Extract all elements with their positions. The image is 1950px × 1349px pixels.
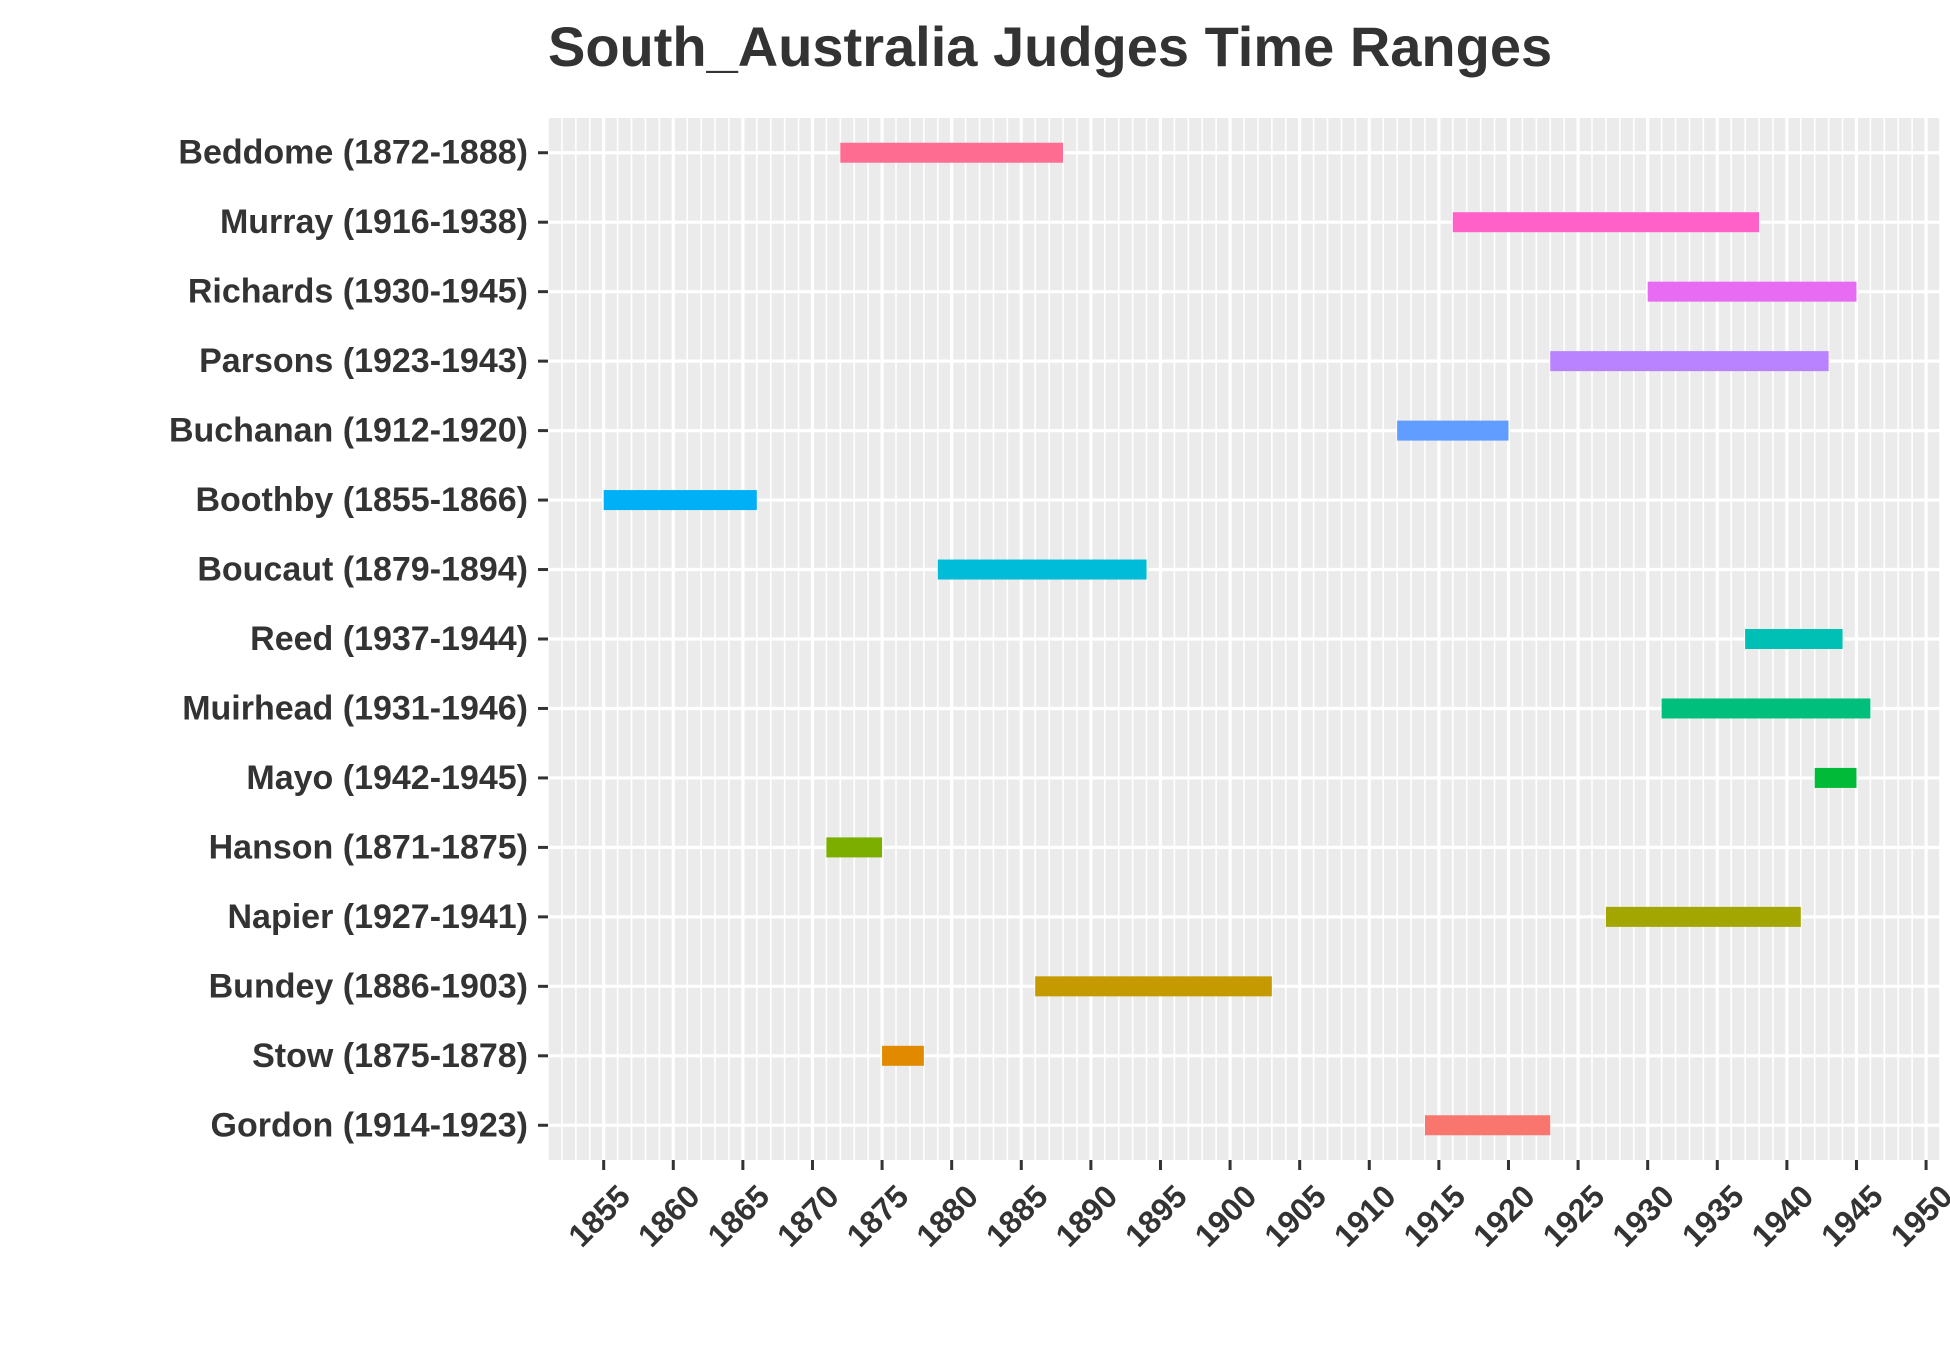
bar-beddome xyxy=(840,142,1064,163)
x-tick-label: 1910 xyxy=(1327,1178,1403,1254)
y-tick-label: Muirhead (1931-1946) xyxy=(182,689,528,727)
bar-bundey xyxy=(1035,976,1272,997)
y-tick-label: Napier (1927-1941) xyxy=(227,898,528,936)
bar-richards xyxy=(1647,281,1857,302)
x-tick-label: 1925 xyxy=(1536,1178,1612,1254)
bar-hanson xyxy=(826,837,883,858)
y-tick-label: Murray (1916-1938) xyxy=(220,203,528,241)
x-tick-label: 1945 xyxy=(1814,1178,1890,1254)
bar-stow xyxy=(882,1045,924,1066)
x-axis: 1855186018651870187518801885189018951900… xyxy=(561,1160,1950,1254)
bar-gordon xyxy=(1424,1115,1551,1136)
x-tick-label: 1915 xyxy=(1396,1178,1472,1254)
y-tick-label: Bundey (1886-1903) xyxy=(209,967,528,1005)
x-tick-label: 1935 xyxy=(1675,1178,1751,1254)
x-tick-label: 1860 xyxy=(631,1178,707,1254)
x-tick-label: 1875 xyxy=(840,1178,916,1254)
y-tick-label: Stow (1875-1878) xyxy=(252,1037,528,1075)
bar-reed xyxy=(1745,629,1843,649)
y-tick-label: Buchanan (1912-1920) xyxy=(169,412,528,450)
x-tick-label: 1895 xyxy=(1118,1178,1194,1254)
x-tick-label: 1940 xyxy=(1744,1178,1820,1254)
x-tick-label: 1890 xyxy=(1048,1178,1124,1254)
x-tick-label: 1870 xyxy=(770,1178,846,1254)
y-tick-label: Richards (1930-1945) xyxy=(188,273,528,311)
y-tick-label: Parsons (1923-1943) xyxy=(199,342,528,380)
x-tick-label: 1930 xyxy=(1605,1178,1681,1254)
y-tick-label: Reed (1937-1944) xyxy=(250,620,528,658)
x-tick-label: 1880 xyxy=(909,1178,985,1254)
y-tick-label: Boucaut (1879-1894) xyxy=(197,551,528,589)
x-tick-label: 1855 xyxy=(561,1178,637,1254)
x-tick-label: 1950 xyxy=(1884,1178,1950,1254)
y-tick-label: Gordon (1914-1923) xyxy=(211,1106,528,1144)
bar-mayo xyxy=(1814,767,1857,788)
x-tick-label: 1905 xyxy=(1257,1178,1333,1254)
x-tick-label: 1865 xyxy=(700,1178,776,1254)
bars xyxy=(603,142,1871,1136)
y-tick-label: Beddome (1872-1888) xyxy=(178,134,528,172)
bar-murray xyxy=(1452,212,1760,233)
x-tick-label: 1920 xyxy=(1466,1178,1542,1254)
bar-buchanan xyxy=(1397,420,1509,441)
x-tick-label: 1885 xyxy=(979,1178,1055,1254)
y-tick-label: Mayo (1942-1945) xyxy=(246,759,528,797)
chart-title: South_Australia Judges Time Ranges xyxy=(548,15,1552,78)
bar-napier xyxy=(1605,906,1801,927)
bar-muirhead xyxy=(1661,698,1871,719)
bar-parsons xyxy=(1550,351,1829,372)
y-tick-label: Boothby (1855-1866) xyxy=(195,481,528,519)
bar-boucaut xyxy=(937,559,1147,580)
bar-boothby xyxy=(603,490,757,511)
x-tick-label: 1900 xyxy=(1188,1178,1264,1254)
y-tick-label: Hanson (1871-1875) xyxy=(209,828,528,866)
y-axis: Beddome (1872-1888) Murray (1916-1938) Ric… xyxy=(169,134,548,1144)
